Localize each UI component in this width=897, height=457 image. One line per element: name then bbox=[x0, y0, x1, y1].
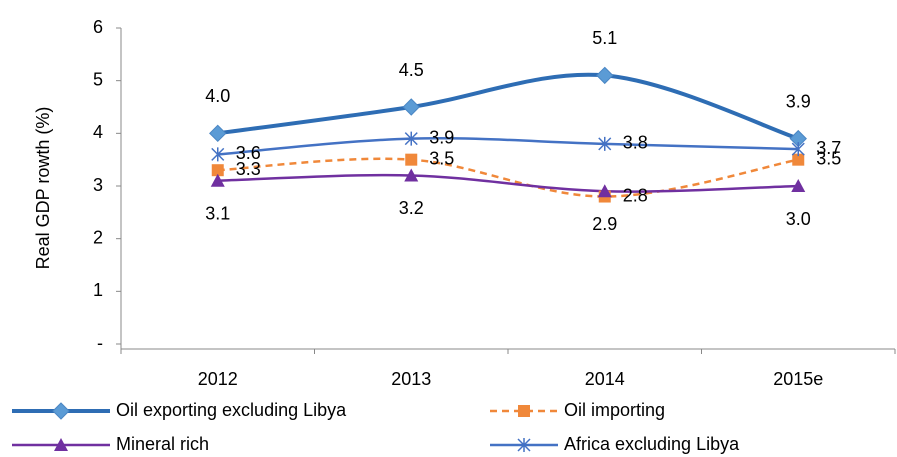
data-label: 2.9 bbox=[592, 214, 617, 234]
y-tick-label: 3 bbox=[93, 175, 103, 195]
marker bbox=[404, 131, 418, 146]
data-label: 4.0 bbox=[205, 86, 230, 106]
x-tick-label: 2012 bbox=[198, 369, 238, 389]
data-label: 3.9 bbox=[786, 91, 811, 111]
data-label: 3.0 bbox=[786, 209, 811, 229]
data-label: 3.9 bbox=[429, 127, 454, 147]
y-tick-label: 1 bbox=[93, 280, 103, 300]
series-line bbox=[217, 136, 799, 156]
y-tick-label: 4 bbox=[93, 122, 103, 142]
x-tick-label: 2015e bbox=[773, 369, 823, 389]
marker bbox=[597, 184, 612, 198]
legend-label: Mineral rich bbox=[116, 434, 209, 454]
marker bbox=[598, 136, 612, 151]
series-line bbox=[217, 173, 799, 193]
data-label: 5.1 bbox=[592, 28, 617, 48]
marker bbox=[209, 124, 227, 143]
marker bbox=[211, 164, 224, 177]
y-axis-label: Real GDP rowth (%) bbox=[33, 107, 53, 270]
marker bbox=[517, 438, 531, 452]
legend-label: Africa excluding Libya bbox=[564, 434, 740, 454]
marker bbox=[518, 405, 530, 417]
data-label: 3.7 bbox=[816, 138, 841, 158]
marker bbox=[792, 153, 805, 166]
marker bbox=[54, 438, 68, 451]
marker bbox=[210, 173, 225, 187]
series-line bbox=[217, 157, 799, 198]
marker bbox=[791, 142, 805, 157]
marker bbox=[402, 98, 420, 116]
data-label: 3.6 bbox=[236, 143, 261, 163]
x-tick-label: 2014 bbox=[585, 369, 625, 389]
data-label: 3.5 bbox=[429, 148, 454, 168]
data-label: 3.3 bbox=[236, 159, 261, 179]
data-label: 3.1 bbox=[205, 203, 230, 223]
marker bbox=[791, 179, 806, 192]
legend-label: Oil exporting excluding Libya bbox=[116, 400, 347, 420]
y-tick-label: - bbox=[97, 333, 103, 353]
series-line bbox=[217, 72, 799, 141]
data-label: 3.2 bbox=[399, 198, 424, 218]
data-label: 3.5 bbox=[816, 148, 841, 168]
y-tick-label: 5 bbox=[93, 69, 103, 89]
marker bbox=[596, 66, 614, 85]
y-tick-label: 6 bbox=[93, 17, 103, 37]
marker bbox=[405, 153, 418, 166]
marker bbox=[404, 168, 419, 182]
marker bbox=[211, 147, 225, 162]
data-label: 3.8 bbox=[623, 133, 648, 153]
data-label: 4.5 bbox=[399, 60, 424, 80]
marker bbox=[52, 402, 70, 420]
data-label: 2.8 bbox=[623, 185, 648, 205]
x-tick-label: 2013 bbox=[391, 369, 431, 389]
y-tick-label: 2 bbox=[93, 227, 103, 247]
legend-label: Oil importing bbox=[564, 400, 665, 420]
